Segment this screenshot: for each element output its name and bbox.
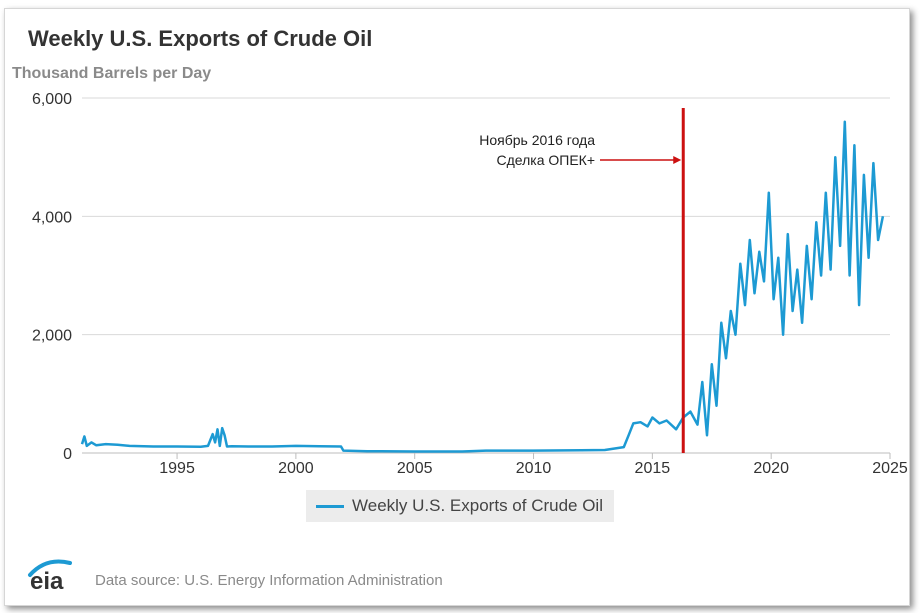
x-tick-label: 2010 xyxy=(516,460,552,477)
annotation-text-line2: Сделка ОПЕК+ xyxy=(497,152,596,168)
y-tick-label: 6,000 xyxy=(32,91,72,108)
series-line-0 xyxy=(80,120,885,453)
annotation-text-line1: Ноябрь 2016 года xyxy=(479,132,595,148)
eia-logo-icon: eia xyxy=(28,559,72,593)
x-tick-label: 2015 xyxy=(635,460,671,477)
x-tick-label: 2020 xyxy=(753,460,789,477)
x-tick-label: 2005 xyxy=(397,460,433,477)
svg-text:eia: eia xyxy=(30,568,64,593)
data-source: Data source: U.S. Energy Information Adm… xyxy=(95,572,443,589)
y-axis-units: Thousand Barrels per Day xyxy=(12,65,212,82)
annotation-arrow-head xyxy=(673,156,682,164)
x-tick-label: 1995 xyxy=(159,460,195,477)
y-tick-label: 0 xyxy=(63,446,72,463)
x-tick-label: 2000 xyxy=(278,460,314,477)
legend-swatch xyxy=(316,504,344,508)
x-tick-label: 2025 xyxy=(872,460,908,477)
legend-label: Weekly U.S. Exports of Crude Oil xyxy=(352,496,603,515)
chart-title: Weekly U.S. Exports of Crude Oil xyxy=(28,26,373,51)
y-tick-label: 2,000 xyxy=(32,328,72,345)
legend[interactable]: Weekly U.S. Exports of Crude Oil xyxy=(306,490,614,522)
y-tick-label: 4,000 xyxy=(32,209,72,226)
